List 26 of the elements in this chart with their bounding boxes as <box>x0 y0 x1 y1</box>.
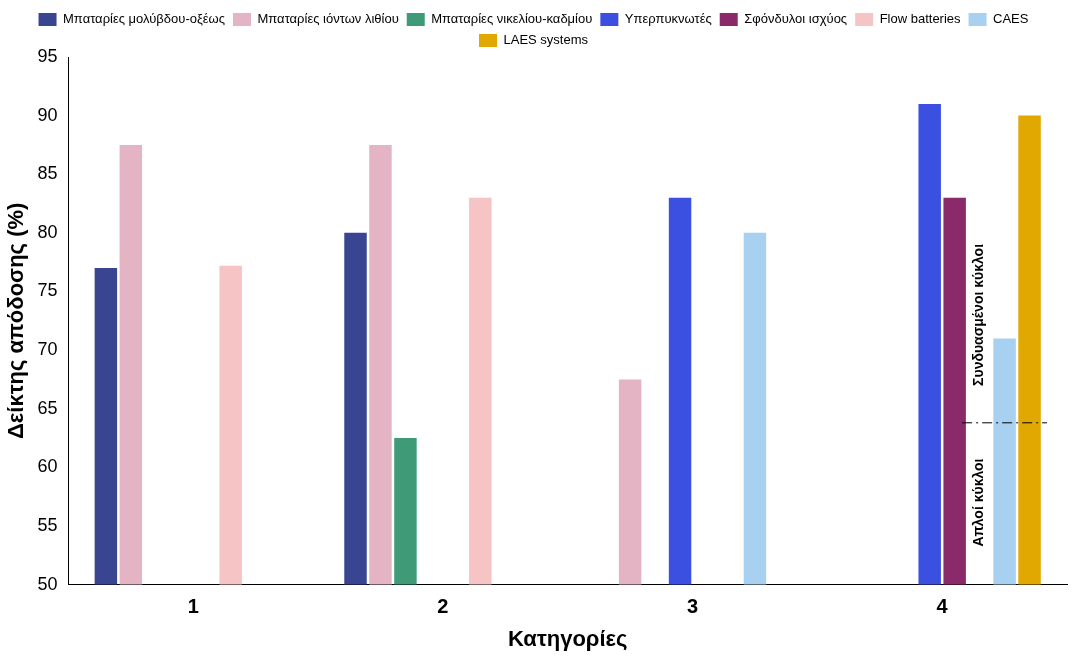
legend-label: Flow batteries <box>879 11 962 27</box>
legend-label: Μπαταρίες μολύβδου-οξέως <box>63 11 226 27</box>
y-tick-label: 80 <box>37 221 58 242</box>
x-tick-label: 3 <box>686 595 699 618</box>
y-tick-label: 85 <box>37 163 58 184</box>
y-tick-label: 75 <box>37 280 58 301</box>
legend-label: LAES systems <box>503 32 589 48</box>
x-tick-label: 4 <box>936 595 949 618</box>
y-tick-label: 50 <box>37 573 58 594</box>
annotation: Απλοί κύκλοι <box>970 458 987 547</box>
x-tick-label: 2 <box>437 595 449 618</box>
annotation: Συνδυασμένοι κύκλοι <box>970 243 987 386</box>
y-tick-label: 55 <box>37 514 58 535</box>
y-axis-title: Δείκτης απόδοσης (%) <box>3 202 29 439</box>
legend-label: Μπαταρίες ιόντων λιθίου <box>257 11 399 27</box>
legend-label: CAES <box>993 11 1029 27</box>
y-tick-label: 65 <box>37 397 58 418</box>
x-axis-title: Κατηγορίες <box>507 625 628 651</box>
legend-label: Μπαταρίες νικελίου-καδμίου <box>431 11 593 27</box>
y-tick-label: 70 <box>37 339 58 360</box>
legend-label: Υπερπυκνωτές <box>624 11 712 27</box>
y-tick-label: 95 <box>37 45 58 66</box>
y-tick-label: 60 <box>37 456 58 477</box>
legend-label: Σφόνδυλοι ισχύος <box>744 11 848 27</box>
x-tick-label: 1 <box>187 595 199 618</box>
y-tick-label: 90 <box>37 104 58 125</box>
